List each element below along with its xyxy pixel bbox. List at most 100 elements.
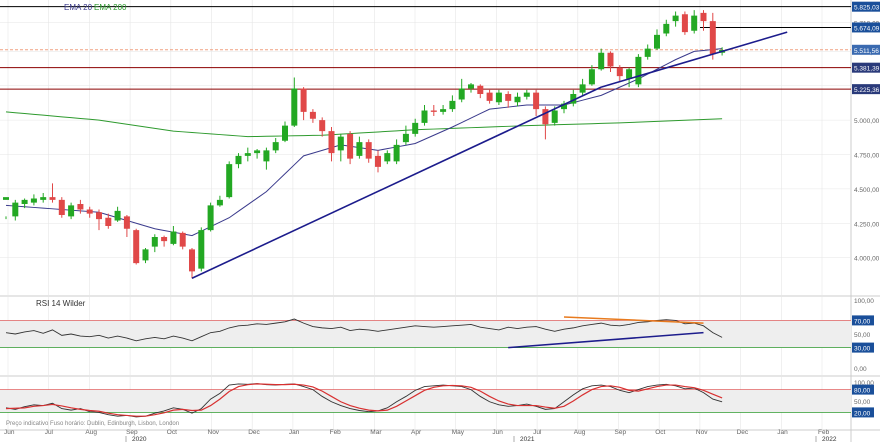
rsi-tick-label: 30,00 — [854, 346, 871, 353]
candle-body — [142, 249, 149, 261]
candle-body — [458, 88, 465, 100]
candle-body — [449, 100, 456, 110]
candle-body — [68, 205, 75, 217]
rsi-tick-label: 100,00 — [854, 298, 874, 305]
candle-body — [58, 199, 65, 215]
candle-body — [12, 202, 19, 217]
month-tick-label: Mar — [370, 429, 382, 436]
price-trendline — [600, 31, 788, 88]
candle-body — [30, 198, 37, 203]
rsi-trendline — [508, 331, 704, 349]
price-tick-label: 4.250,00 — [854, 221, 880, 228]
price-tag-bg — [852, 84, 880, 95]
price-tag-label: 5.674,09 — [854, 25, 880, 32]
candle-body — [170, 231, 177, 244]
candle-body — [161, 237, 168, 242]
candle-body — [309, 111, 316, 119]
price-tick-label: 4.750,00 — [854, 153, 880, 160]
ema200-legend-label: EMA 200 — [94, 3, 127, 12]
candle-body — [421, 110, 428, 123]
candles — [3, 10, 726, 279]
rsi-tag-bg — [852, 315, 874, 326]
stoch-d-line — [5, 383, 723, 417]
candle-body — [709, 21, 716, 55]
candle-body — [402, 133, 409, 143]
candle-body — [468, 84, 474, 89]
year-tick-label: 2021 — [520, 436, 535, 442]
candle-body — [337, 136, 344, 151]
price-tick-label: 5.000,00 — [854, 118, 880, 125]
stoch-tick-label: 80,00 — [854, 388, 871, 395]
candle-body — [365, 142, 372, 159]
candle-body — [514, 96, 521, 103]
candle-body — [384, 153, 391, 162]
candle-body — [440, 109, 447, 112]
candle-body — [40, 197, 47, 200]
grid-lines — [0, 0, 851, 430]
rsi-tick-label: 70,00 — [854, 318, 871, 325]
price-trendline — [191, 86, 602, 279]
month-tick-label: Jan — [289, 429, 300, 436]
candle-body — [198, 230, 205, 269]
candle-body — [561, 103, 567, 110]
month-tick-label: Nov — [208, 429, 220, 436]
price-tag-bg — [852, 1, 880, 12]
candle-body — [588, 69, 595, 85]
month-tick-label: Sep — [615, 429, 627, 436]
month-tick-label: Sep — [126, 429, 138, 436]
candle-body — [49, 197, 56, 200]
candle-body — [644, 48, 651, 57]
candle-body — [505, 94, 512, 101]
candle-body — [291, 88, 298, 126]
candle-body — [607, 52, 614, 67]
candle-body — [189, 249, 195, 272]
candle-body — [105, 217, 112, 226]
candle-body — [533, 92, 540, 110]
ema200-line — [5, 111, 723, 138]
candle-body — [412, 122, 419, 134]
month-tick-label: Aug — [85, 429, 97, 436]
candle-body — [430, 110, 437, 112]
price-tag-label: 5.825,03 — [854, 5, 880, 12]
month-tick-label: Dec — [737, 429, 749, 436]
candle-body — [123, 216, 130, 229]
candle-body — [114, 210, 121, 221]
candle-body — [179, 232, 186, 247]
candle-body — [21, 199, 28, 204]
rsi-legend-label: RSI 14 Wilder — [36, 299, 86, 308]
candle-body — [151, 237, 158, 247]
candle-body — [477, 85, 484, 94]
candle-body — [3, 197, 9, 200]
ema200-series — [5, 111, 723, 138]
rsi-band — [0, 320, 851, 348]
candle-body — [700, 12, 707, 22]
candle-body — [254, 150, 261, 154]
rsi-line — [5, 318, 723, 342]
candle-body — [681, 14, 688, 33]
year-tick-label: 2022 — [822, 436, 837, 442]
month-tick-label: Apr — [411, 429, 422, 436]
price-tag-bg — [852, 22, 880, 33]
candle-body — [216, 199, 223, 206]
price-tick-label: 4.500,00 — [854, 187, 880, 194]
candle-body — [207, 205, 214, 231]
candle-body — [96, 212, 102, 220]
ema20-series — [5, 48, 723, 237]
ema20-line — [5, 48, 723, 237]
candle-body — [626, 69, 633, 79]
month-tick-label: Feb — [818, 429, 830, 436]
candle-body — [244, 153, 251, 156]
price-tag-bg — [852, 62, 880, 73]
month-tick-label: Oct — [167, 429, 177, 436]
candle-body — [356, 142, 363, 156]
month-tick-label: Jan — [777, 429, 788, 436]
month-tick-label: Jun — [4, 429, 15, 436]
footer-note: Preço indicativo Fuso horário: Dublin, E… — [6, 421, 179, 427]
price-legend: EMA 20 EMA 200 — [64, 3, 127, 12]
candle-body — [523, 92, 530, 97]
candle-body — [300, 88, 307, 112]
candle-body — [226, 164, 233, 198]
candle-body — [616, 67, 623, 77]
